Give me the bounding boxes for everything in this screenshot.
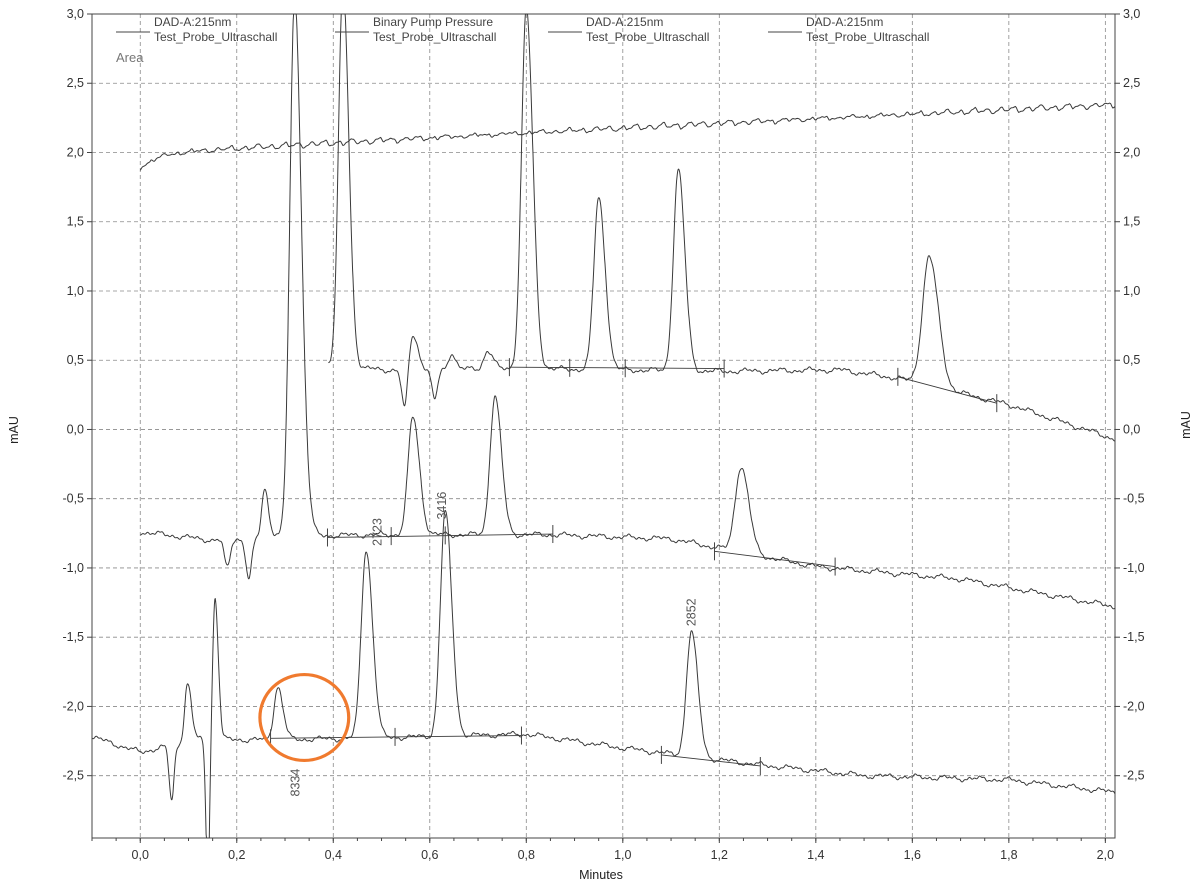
- y-tick-label-left: 1,5: [67, 215, 84, 229]
- integration-baseline: [509, 366, 725, 369]
- x-axis-title: Minutes: [579, 868, 623, 882]
- integration-baseline: [714, 550, 836, 568]
- y-tick-label-left: -2,5: [62, 769, 84, 783]
- series-trace-middle: [140, 13, 1116, 610]
- y-tick-label-right: 0,0: [1123, 422, 1140, 436]
- legend: DAD-A:215nmTest_Probe_UltraschallBinary …: [116, 15, 929, 44]
- integration-marks: [270, 358, 998, 775]
- x-tick-label: 0,0: [132, 848, 149, 862]
- y-tick-label-right: 0,5: [1123, 353, 1140, 367]
- integration-baseline: [327, 533, 553, 538]
- legend-line1: DAD-A:215nm: [154, 15, 231, 29]
- legend-line2: Test_Probe_Ultraschall: [586, 30, 709, 44]
- y-axis-title-right: mAU: [1179, 411, 1193, 439]
- y-axis-left: 3,0 2,5 2,0 1,5 1,0 0,5 0,0 -0,5 -1,0 -1,5 -2,0 -2,…: [62, 7, 92, 783]
- x-tick-label: 0,2: [228, 848, 245, 862]
- peak-labels: 2723 3416 2852 8334: [289, 492, 699, 797]
- peak-label-3416: 3416: [435, 492, 449, 520]
- y-tick-label-left: -2,0: [62, 699, 84, 713]
- legend-line1: Binary Pump Pressure: [373, 15, 493, 29]
- x-tick-label: 1,0: [614, 848, 631, 862]
- y-tick-label-left: -0,5: [62, 492, 84, 506]
- y-tick-label-left: -1,5: [62, 630, 84, 644]
- area-label: Area: [116, 50, 144, 65]
- peak-label-2852: 2852: [684, 598, 698, 626]
- x-tick-label: 1,8: [1000, 848, 1017, 862]
- series-trace-upper: [328, 13, 1116, 442]
- integration-baseline: [661, 754, 761, 767]
- y-tick-label-right: -0,5: [1123, 492, 1145, 506]
- legend-line2: Test_Probe_Ultraschall: [373, 30, 496, 44]
- y-tick-label-right: -1,0: [1123, 561, 1145, 575]
- legend-line1: DAD-A:215nm: [586, 15, 663, 29]
- y-axis-title-left: mAU: [7, 416, 21, 444]
- x-tick-label: 1,6: [904, 848, 921, 862]
- series-trace-lower: [91, 509, 1116, 839]
- y-tick-label-right: 1,0: [1123, 284, 1140, 298]
- x-axis: 0,0 0,2 0,4 0,6 0,8 1,0 1,2 1,4 1,6 1,8 2,0: [91, 838, 1114, 862]
- plot-frame: [91, 13, 1116, 839]
- y-tick-label-left: 3,0: [67, 7, 84, 21]
- x-tick-label: 1,4: [807, 848, 824, 862]
- y-tick-label-left: 1,0: [67, 284, 84, 298]
- y-axis-right: 3,0 2,5 2,0 1,5 1,0 0,5 0,0 -0,5 -1,0 -1,5 -2,0 -2,…: [1115, 7, 1145, 783]
- y-tick-label-left: 0,5: [67, 353, 84, 367]
- y-tick-label-left: 0,0: [67, 422, 84, 436]
- integration-baselines: [270, 366, 997, 767]
- integration-baseline: [270, 735, 522, 739]
- y-tick-label-left: 2,0: [67, 145, 84, 159]
- grid-lines: [92, 13, 1115, 838]
- y-tick-label-right: 2,5: [1123, 76, 1140, 90]
- y-tick-label-right: -1,5: [1123, 630, 1145, 644]
- annotation-layer: [258, 672, 351, 763]
- plot-border: [91, 13, 1116, 839]
- x-tick-label: 1,2: [711, 848, 728, 862]
- trace-layer: [91, 13, 1116, 839]
- peak-label-2723: 2723: [371, 518, 385, 546]
- legend-line2: Test_Probe_Ultraschall: [154, 30, 277, 44]
- y-tick-label-right: 3,0: [1123, 7, 1140, 21]
- x-tick-label: 0,4: [325, 848, 342, 862]
- series-pressure: [139, 102, 1116, 171]
- x-tick-label: 0,6: [421, 848, 438, 862]
- y-tick-label-right: -2,5: [1123, 769, 1145, 783]
- legend-line1: DAD-A:215nm: [806, 15, 883, 29]
- y-tick-label-right: 2,0: [1123, 145, 1140, 159]
- x-tick-label: 2,0: [1097, 848, 1114, 862]
- peak-label-8334: 8334: [289, 769, 303, 797]
- y-tick-label-left: -1,0: [62, 561, 84, 575]
- legend-line2: Test_Probe_Ultraschall: [806, 30, 929, 44]
- integration-baseline: [897, 376, 997, 404]
- annotation-circle: [258, 672, 351, 763]
- y-tick-label-right: -2,0: [1123, 699, 1145, 713]
- y-tick-label-right: 1,5: [1123, 215, 1140, 229]
- x-tick-label: 0,8: [518, 848, 535, 862]
- y-tick-label-left: 2,5: [67, 76, 84, 90]
